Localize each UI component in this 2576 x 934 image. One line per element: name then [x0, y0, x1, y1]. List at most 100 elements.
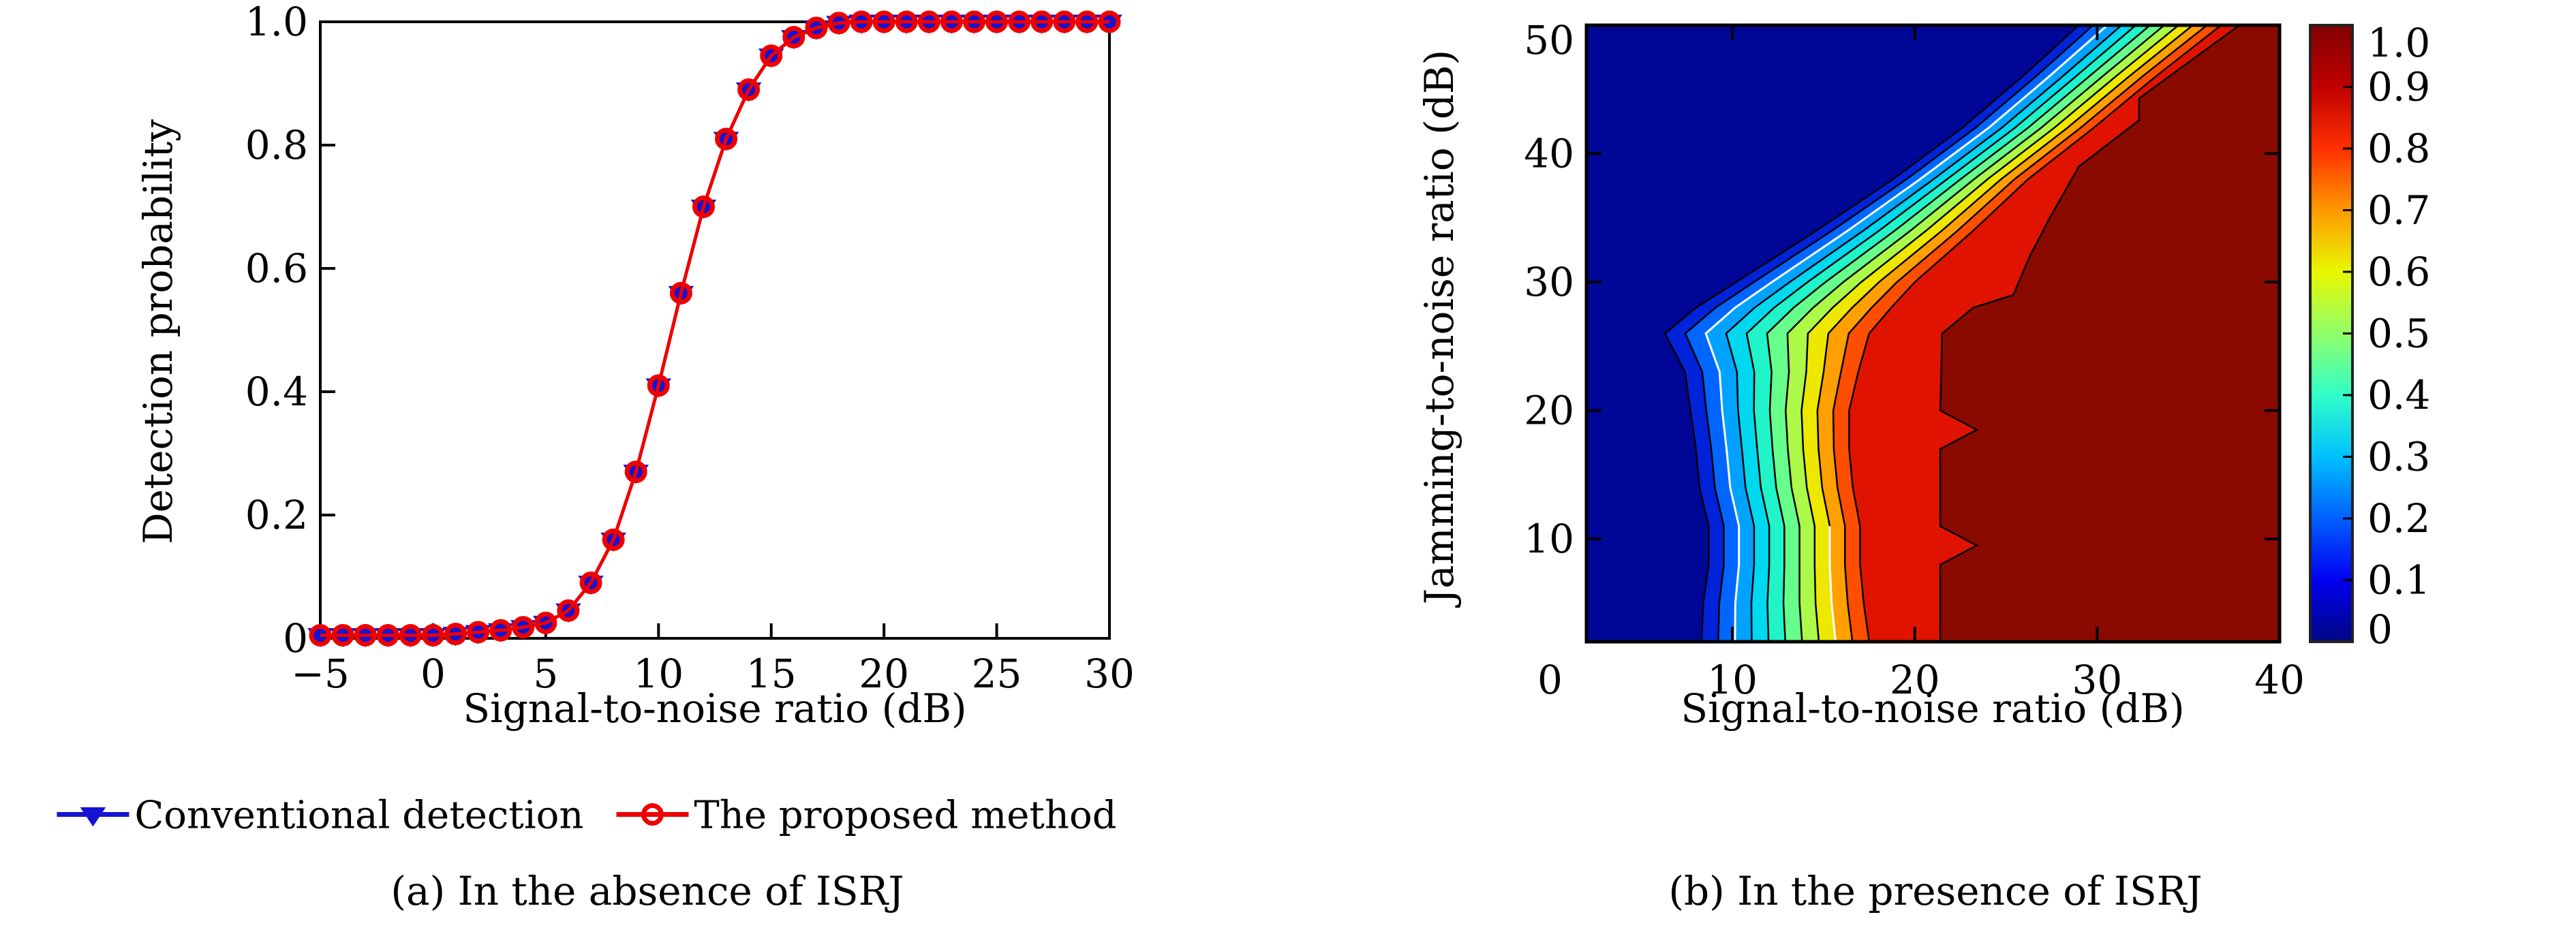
- colorbar-tick-label: 0.1: [2367, 557, 2430, 604]
- circle-marker-icon: [917, 10, 940, 33]
- circle-marker-icon: [1030, 10, 1054, 33]
- colorbar-tick-label: 0.7: [2367, 187, 2430, 234]
- contour-max-region: [1939, 25, 2280, 642]
- circle-marker-icon: [760, 44, 783, 67]
- colorbar-tick-label: 0.3: [2367, 434, 2430, 480]
- circle-marker-icon: [782, 26, 806, 49]
- colorbar-tick-label: 1.0: [2367, 20, 2430, 66]
- panel-a-y-tick-label: 1.0: [245, 0, 308, 45]
- triangle-down-marker-icon: [352, 627, 378, 648]
- circle-marker-icon: [669, 281, 692, 305]
- circle-marker-icon: [534, 611, 557, 634]
- triangle-down-marker-icon: [1052, 14, 1077, 34]
- legend-sample-line: [57, 807, 129, 826]
- circle-marker-icon: [624, 461, 647, 484]
- triangle-down-marker-icon: [80, 807, 106, 826]
- circle-marker-icon: [1053, 10, 1076, 33]
- panel-b-y-tick-label: 20: [1524, 388, 1574, 434]
- circle-marker-icon: [850, 10, 873, 33]
- panel-b-y-tick-label: 30: [1524, 259, 1574, 305]
- triangle-down-marker-icon: [397, 627, 424, 648]
- colorbar-tick-label: 0.9: [2367, 64, 2430, 110]
- panel-b-axes-box: [1584, 23, 2282, 644]
- panel-b-y-tick-label: 40: [1524, 131, 1574, 177]
- triangle-down-marker-icon: [307, 627, 333, 648]
- circle-marker-icon: [602, 528, 625, 551]
- triangle-down-marker-icon: [916, 14, 942, 34]
- panel-a-x-tick-label: 30: [1084, 651, 1135, 697]
- circle-marker-icon: [421, 623, 444, 647]
- panel-b-x-tick-label: 10: [1707, 657, 1758, 703]
- series-line: [320, 20, 1109, 637]
- contour-field: [1586, 25, 2280, 642]
- colorbar-tick-label: 0.6: [2367, 249, 2430, 295]
- panel-a-y-tick-label: 0.6: [245, 245, 308, 292]
- panel-b-x-axis-label: Signal-to-noise ratio (dB): [1681, 685, 2185, 732]
- panel-b-x-tick-label: 20: [1890, 657, 1940, 703]
- triangle-down-marker-icon: [1097, 14, 1122, 34]
- triangle-down-marker-icon: [1074, 14, 1100, 34]
- colorbar-tick-label: 0.8: [2367, 125, 2430, 172]
- circle-marker-icon: [827, 12, 850, 35]
- panel-a-x-tick-label: 10: [633, 651, 684, 697]
- panel-a-x-tick-label: 0: [420, 651, 446, 697]
- circle-marker-icon: [376, 623, 399, 647]
- panel-b-x-tick-label: 40: [2254, 657, 2305, 703]
- circle-marker-icon: [1075, 10, 1099, 33]
- panel-a-y-axis-label: Detection probability: [135, 119, 181, 544]
- panel-b-y-tick-label: 10: [1524, 516, 1574, 562]
- panel-a-x-tick-label: 15: [746, 651, 797, 697]
- panel-a-caption: (a) In the absence of ISRJ: [390, 868, 904, 914]
- panel-a-axes-box: [319, 20, 1111, 640]
- circle-marker-icon: [805, 16, 828, 40]
- triangle-down-marker-icon: [983, 14, 1010, 34]
- circle-marker-icon: [962, 10, 985, 33]
- circle-marker-icon: [1008, 10, 1031, 33]
- circle-marker-icon: [444, 623, 467, 646]
- colorbar: 1.00.9 0.8 0.7 0.6 0.5 0.4 0.3 0.2 0.10: [2309, 20, 2430, 653]
- panel-a-legend: Conventional detection The proposed meth…: [55, 793, 1117, 838]
- triangle-down-marker-icon: [330, 627, 356, 648]
- triangle-down-marker-icon: [961, 14, 987, 34]
- series-line: [320, 20, 1109, 637]
- legend-item-proposed: The proposed method: [615, 793, 1117, 838]
- circle-marker-icon: [1098, 10, 1121, 33]
- triangle-down-marker-icon: [871, 14, 897, 34]
- conventional-detection-marker-icon: [55, 798, 130, 833]
- legend-sample-line: [616, 803, 689, 826]
- circle-marker-icon: [467, 621, 490, 644]
- circle-marker-icon: [579, 572, 602, 595]
- triangle-down-marker-icon: [848, 14, 874, 34]
- panel-a-x-tick-label: −5: [291, 651, 350, 697]
- circle-marker-icon: [715, 127, 738, 151]
- colorbar-tick-label: 0.5: [2367, 311, 2430, 357]
- circle-marker-icon: [641, 803, 664, 826]
- triangle-down-marker-icon: [420, 627, 446, 648]
- panel-b-x-tick-label: 30: [2072, 657, 2122, 703]
- panel-a-x-axis-label: Signal-to-noise ratio (dB): [463, 685, 967, 732]
- panel-a-y-tick-label: 0.8: [245, 122, 308, 168]
- circle-marker-icon: [557, 599, 580, 622]
- triangle-down-marker-icon: [938, 14, 965, 34]
- circle-marker-icon: [872, 10, 895, 33]
- panel-a-y-tick-label: 0.2: [245, 492, 308, 538]
- panel-a-y-tick-label: 0.4: [245, 369, 308, 415]
- legend-label-proposed: The proposed method: [694, 793, 1117, 838]
- circle-marker-icon: [940, 10, 963, 33]
- white-contour-line: [1704, 25, 2109, 642]
- triangle-down-marker-icon: [1006, 14, 1032, 34]
- circle-marker-icon: [331, 623, 354, 647]
- triangle-down-marker-icon: [375, 627, 401, 648]
- circle-marker-icon: [692, 196, 715, 218]
- colorbar-tick-label: 0: [2367, 606, 2393, 653]
- circle-marker-icon: [647, 374, 670, 397]
- panel-a-x-tick-label: 20: [859, 651, 909, 697]
- panel-b-y-axis-label: Jamming-to-noise ratio (dB): [1416, 49, 1462, 605]
- panel-a-x-tick-label: 25: [972, 651, 1022, 697]
- circle-marker-icon: [512, 616, 535, 639]
- colorbar-tick-label: 0.2: [2367, 495, 2430, 542]
- panel-b-x-tick-label: 0: [1537, 657, 1563, 703]
- circle-marker-icon: [895, 10, 918, 33]
- panel-a-y-tick-label: 0: [283, 615, 308, 661]
